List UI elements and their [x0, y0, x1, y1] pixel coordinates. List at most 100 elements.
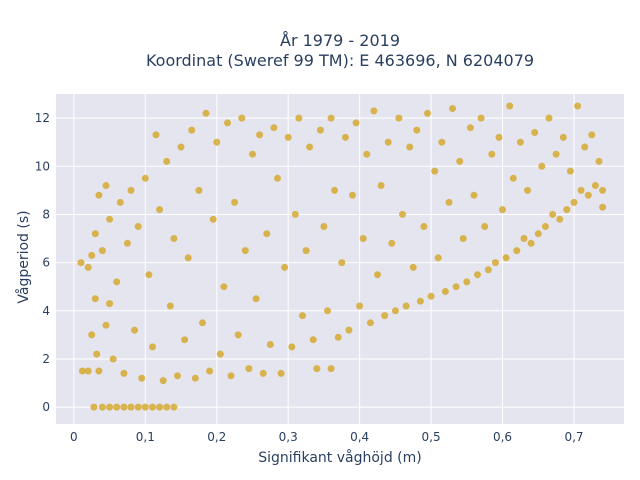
data-point — [166, 302, 174, 310]
y-tick-label: 2 — [42, 352, 50, 366]
data-point — [259, 369, 267, 377]
data-point — [163, 403, 171, 411]
data-point — [324, 307, 331, 315]
data-point — [113, 278, 121, 286]
data-point — [95, 191, 103, 199]
data-point — [263, 230, 271, 238]
data-point — [584, 191, 592, 199]
data-point — [566, 167, 574, 175]
data-point — [438, 138, 446, 146]
y-axis-title: Vågperiod (s) — [15, 210, 32, 303]
data-point — [120, 369, 128, 377]
data-point — [170, 235, 178, 242]
data-point — [170, 403, 178, 411]
data-point — [541, 223, 549, 230]
data-point — [384, 138, 392, 146]
data-point — [93, 350, 101, 358]
data-point — [463, 278, 471, 286]
data-point — [91, 230, 99, 238]
chart-title-line-2: Koordinat (Sweref 99 TM): E 463696, N 62… — [146, 51, 534, 70]
data-point — [356, 302, 364, 310]
data-point — [277, 369, 285, 377]
y-tick-label: 12 — [35, 111, 50, 125]
data-point — [199, 319, 206, 327]
data-point — [288, 343, 296, 351]
data-point — [184, 254, 192, 262]
data-point — [366, 319, 374, 327]
data-point — [299, 312, 306, 320]
x-tick-label: 0,5 — [422, 430, 441, 444]
data-point — [588, 131, 596, 139]
data-point — [416, 297, 424, 305]
data-point — [470, 191, 478, 199]
data-point — [306, 143, 314, 151]
data-point — [234, 331, 242, 339]
data-point — [202, 109, 210, 117]
data-point — [152, 131, 160, 139]
data-point — [341, 133, 349, 141]
data-point — [309, 336, 317, 344]
data-point — [374, 271, 381, 279]
data-points — [77, 102, 607, 411]
x-tick-label: 0,2 — [207, 430, 226, 444]
data-point — [452, 283, 460, 291]
data-point — [491, 259, 499, 267]
data-point — [445, 198, 453, 206]
data-point — [156, 403, 164, 411]
data-point — [581, 143, 589, 151]
data-point — [441, 288, 449, 295]
data-point — [78, 367, 86, 375]
data-point — [552, 150, 560, 158]
data-point — [520, 235, 528, 242]
data-point — [549, 210, 557, 218]
data-point — [534, 230, 542, 238]
x-tick-label: 0,1 — [136, 430, 155, 444]
data-point — [599, 203, 607, 211]
data-point — [484, 266, 492, 274]
x-tick-label: 0,3 — [279, 430, 298, 444]
data-point — [363, 150, 371, 158]
data-point — [577, 186, 585, 194]
data-point — [216, 350, 224, 358]
x-tick-label: 0 — [70, 430, 78, 444]
data-point — [420, 223, 428, 230]
data-point — [449, 105, 456, 112]
data-point — [127, 186, 135, 194]
data-point — [77, 259, 85, 267]
data-point — [327, 114, 335, 122]
data-point — [134, 403, 142, 411]
data-point — [266, 341, 274, 348]
data-point — [224, 119, 231, 127]
data-point — [402, 302, 410, 310]
data-point — [513, 247, 521, 255]
data-point — [181, 336, 189, 344]
data-point — [434, 254, 442, 262]
data-point — [599, 186, 607, 194]
data-point — [331, 186, 339, 194]
data-point — [499, 206, 506, 214]
data-point — [127, 403, 135, 411]
data-point — [231, 198, 239, 206]
data-point — [106, 215, 114, 223]
data-point — [270, 124, 278, 132]
data-point — [188, 126, 196, 134]
y-tick-label: 0 — [42, 400, 50, 414]
data-point — [106, 403, 114, 411]
data-point — [391, 307, 399, 315]
y-tick-label: 4 — [42, 304, 50, 318]
data-point — [406, 143, 414, 151]
data-point — [409, 263, 417, 271]
data-point — [109, 355, 117, 363]
data-point — [488, 150, 496, 158]
data-point — [456, 157, 464, 165]
data-point — [359, 235, 367, 242]
data-point — [245, 365, 253, 373]
data-point — [591, 182, 599, 189]
x-tick-label: 0,7 — [564, 430, 583, 444]
data-point — [574, 102, 582, 110]
data-point — [149, 403, 156, 411]
data-point — [545, 114, 553, 122]
data-point — [459, 235, 467, 242]
data-point — [91, 295, 99, 303]
